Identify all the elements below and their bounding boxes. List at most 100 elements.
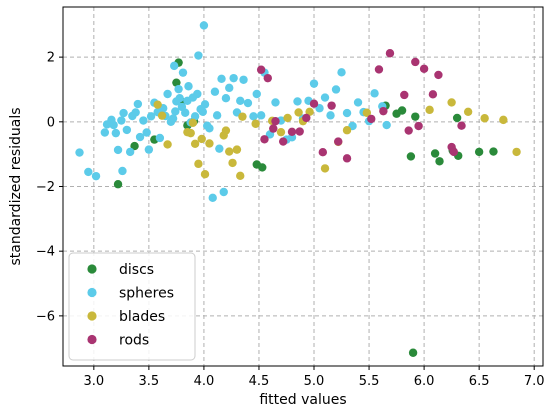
spheres-point — [320, 93, 330, 102]
spheres-point — [171, 107, 180, 116]
blades-point — [205, 139, 214, 148]
blades-point — [480, 114, 489, 123]
data-points — [75, 21, 521, 357]
y-tick-label: −2 — [36, 180, 55, 195]
y-tick-label: −4 — [36, 245, 55, 260]
x-tick-label: 4.5 — [249, 374, 270, 389]
spheres-point — [111, 128, 121, 138]
spheres-point — [239, 75, 248, 84]
spheres-point — [131, 108, 140, 117]
blades-point — [251, 119, 260, 128]
spheres-point — [194, 51, 203, 60]
blades-point — [200, 170, 210, 179]
spheres-point — [100, 128, 110, 137]
spheres-point — [199, 21, 209, 30]
rods-point — [263, 73, 272, 83]
spheres-point — [142, 128, 151, 137]
rods-point — [367, 114, 376, 124]
spheres-point — [337, 68, 346, 77]
rods-point — [457, 121, 466, 130]
discs-point — [452, 113, 462, 123]
legend-marker-blades — [87, 311, 97, 321]
legend: discs spheres blades rods — [68, 252, 196, 361]
legend-label-rods: rods — [119, 333, 149, 349]
x-tick-label: 6.0 — [414, 374, 435, 389]
y-tick-label: 2 — [47, 51, 55, 66]
blades-point — [228, 158, 237, 168]
spheres-point — [331, 85, 341, 94]
x-tick-label: 6.5 — [469, 374, 490, 389]
discs-point — [406, 152, 416, 161]
rods-point — [434, 70, 443, 80]
x-tick-label: 5.5 — [359, 374, 380, 389]
rods-point — [287, 127, 297, 137]
spheres-point — [309, 79, 319, 88]
spheres-point — [249, 112, 258, 121]
spheres-point — [178, 68, 188, 77]
y-tick-label: −6 — [36, 309, 55, 324]
spheres-point — [174, 84, 183, 94]
blades-point — [342, 126, 352, 135]
y-tick-label: 0 — [47, 115, 55, 130]
spheres-point — [219, 187, 228, 197]
spheres-point — [184, 82, 193, 91]
spheres-point — [118, 166, 127, 176]
discs-point — [489, 147, 498, 156]
legend-marker-spheres — [87, 287, 97, 298]
spheres-point — [75, 148, 84, 157]
spheres-point — [119, 108, 128, 118]
rods-point — [278, 137, 288, 146]
blades-point — [194, 159, 203, 169]
spheres-point — [382, 120, 391, 130]
discs-point — [435, 157, 444, 166]
blades-point — [232, 145, 242, 154]
discs-point — [130, 141, 139, 151]
blades-point — [463, 107, 473, 116]
y-axis-label: standardized residuals — [8, 107, 24, 265]
series-spheres — [75, 21, 391, 203]
rods-point — [334, 137, 343, 146]
spheres-point — [193, 89, 202, 99]
rods-point — [411, 57, 420, 67]
rods-point — [404, 126, 413, 135]
rods-point — [302, 113, 311, 123]
blades-point — [276, 127, 286, 137]
discs-point — [258, 163, 267, 172]
rods-point — [385, 49, 395, 58]
rods-point — [256, 65, 266, 74]
blades-point — [163, 140, 172, 149]
spheres-point — [208, 193, 217, 203]
legend-box — [68, 252, 196, 361]
rods-point — [342, 154, 352, 163]
blades-point — [362, 108, 372, 117]
spheres-point — [84, 167, 93, 177]
spheres-point — [342, 108, 352, 118]
series-rods — [256, 49, 466, 163]
blades-point — [512, 147, 521, 157]
blades-point — [221, 126, 231, 135]
spheres-point — [109, 120, 118, 130]
spheres-point — [175, 94, 184, 103]
rods-point — [269, 124, 278, 133]
blades-point — [305, 107, 314, 116]
spheres-point — [200, 100, 210, 109]
spheres-point — [163, 89, 172, 99]
spheres-point — [236, 96, 245, 105]
spheres-point — [155, 133, 165, 143]
discs-point — [430, 149, 440, 158]
spheres-point — [181, 108, 190, 117]
discs-point — [397, 106, 407, 115]
legend-marker-rods — [87, 334, 97, 345]
spheres-point — [135, 132, 145, 142]
x-tick-label: 7.0 — [524, 374, 545, 389]
spheres-point — [212, 111, 222, 120]
spheres-point — [190, 112, 200, 121]
rods-point — [318, 148, 328, 157]
discs-point — [474, 147, 484, 157]
blades-point — [283, 113, 292, 123]
x-tick-label: 5.0 — [304, 374, 325, 389]
spheres-point — [122, 125, 132, 135]
spheres-point — [370, 89, 379, 98]
blades-point — [225, 147, 234, 156]
